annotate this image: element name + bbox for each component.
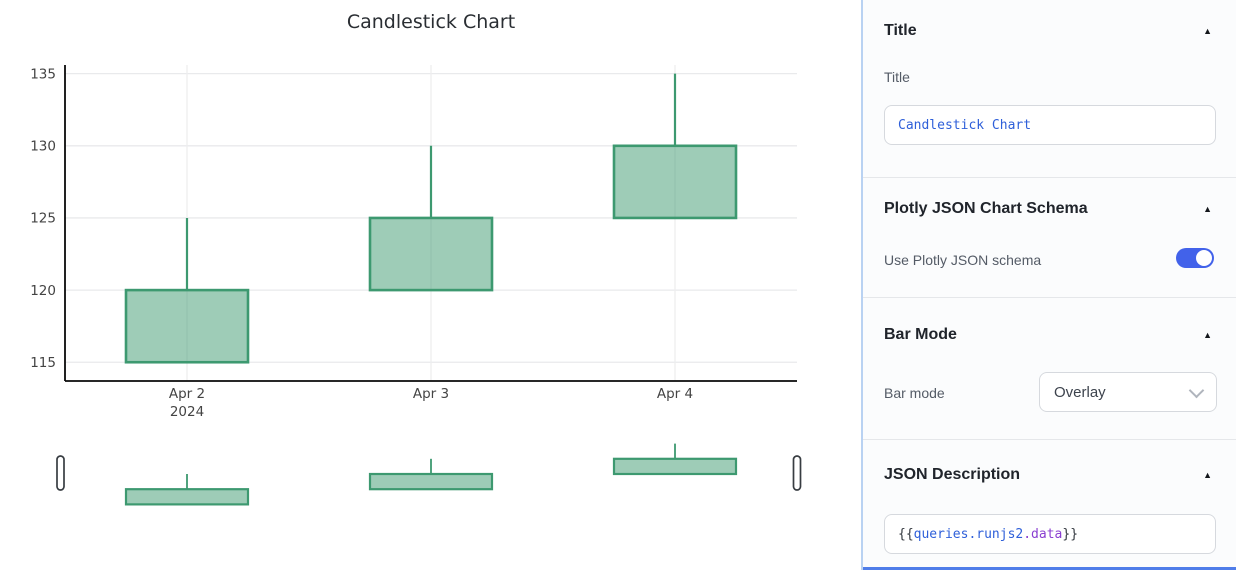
collapse-json-icon[interactable]: ▲ xyxy=(1203,470,1212,480)
code-brace-open: {{ xyxy=(898,526,914,542)
chart-title: Candlestick Chart xyxy=(346,11,516,33)
rangeslider-left-handle[interactable] xyxy=(56,455,65,491)
candle-body[interactable] xyxy=(124,288,250,364)
svg-text:115: 115 xyxy=(30,355,56,371)
svg-text:2024: 2024 xyxy=(170,404,204,420)
chart-panel: Candlestick Chart 135 130 125 120 115 Apr 2 20… xyxy=(0,0,861,570)
use-plotly-schema-label: Use Plotly JSON schema xyxy=(884,252,1042,268)
mini-candle-body xyxy=(368,472,494,491)
inspector-panel: Title ▲ Title Plotly JSON Chart Schema ▲… xyxy=(861,0,1236,570)
section-divider xyxy=(863,297,1236,298)
code-path-primary: queries.runjs2 xyxy=(913,526,1024,542)
svg-text:125: 125 xyxy=(30,211,56,227)
svg-text:Apr 3: Apr 3 xyxy=(413,386,449,402)
collapse-title-icon[interactable]: ▲ xyxy=(1203,26,1212,36)
bar-mode-selected-value: Overlay xyxy=(1054,383,1106,401)
json-description-input[interactable]: {{queries.runjs2 .data}} xyxy=(884,514,1216,554)
section-header-title[interactable]: Title xyxy=(884,22,917,39)
rangeslider[interactable] xyxy=(56,443,802,506)
chevron-down-icon xyxy=(1188,382,1205,399)
y-tick-labels: 135 130 125 120 115 xyxy=(30,66,56,371)
section-header-bar-mode[interactable]: Bar Mode xyxy=(884,326,957,343)
svg-text:Apr 4: Apr 4 xyxy=(657,386,693,402)
title-input[interactable] xyxy=(884,105,1216,145)
collapse-bar-mode-icon[interactable]: ▲ xyxy=(1203,330,1212,340)
svg-text:120: 120 xyxy=(30,283,56,299)
section-divider xyxy=(863,177,1236,178)
candle-body[interactable] xyxy=(612,144,738,220)
bar-mode-select[interactable]: Overlay xyxy=(1039,372,1217,412)
code-path-secondary: .data xyxy=(1023,526,1063,542)
candlestick-chart-svg[interactable]: 135 130 125 120 115 Apr 2 2024 Apr 3 Apr 4 xyxy=(0,0,861,570)
section-header-plotly-schema[interactable]: Plotly JSON Chart Schema xyxy=(884,200,1088,217)
candle-body[interactable] xyxy=(368,216,494,292)
section-header-json-description[interactable]: JSON Description xyxy=(884,466,1021,483)
plotly-schema-toggle[interactable] xyxy=(1176,248,1214,268)
toggle-knob xyxy=(1196,250,1212,266)
section-divider xyxy=(863,439,1236,440)
x-tick-labels: Apr 2 2024 Apr 3 Apr 4 xyxy=(169,386,693,420)
svg-text:130: 130 xyxy=(30,139,56,155)
title-field-label: Title xyxy=(884,69,910,85)
svg-text:Apr 2: Apr 2 xyxy=(169,386,205,402)
code-brace-close: }} xyxy=(1062,526,1079,542)
bar-mode-label: Bar mode xyxy=(884,385,945,401)
rangeslider-right-handle[interactable] xyxy=(792,455,802,491)
panel-selection-bar xyxy=(863,567,1236,570)
svg-text:135: 135 xyxy=(30,66,56,82)
candles[interactable] xyxy=(124,73,738,364)
mini-candle-body xyxy=(612,457,738,476)
collapse-schema-icon[interactable]: ▲ xyxy=(1203,204,1212,214)
mini-candle-body xyxy=(124,488,250,506)
